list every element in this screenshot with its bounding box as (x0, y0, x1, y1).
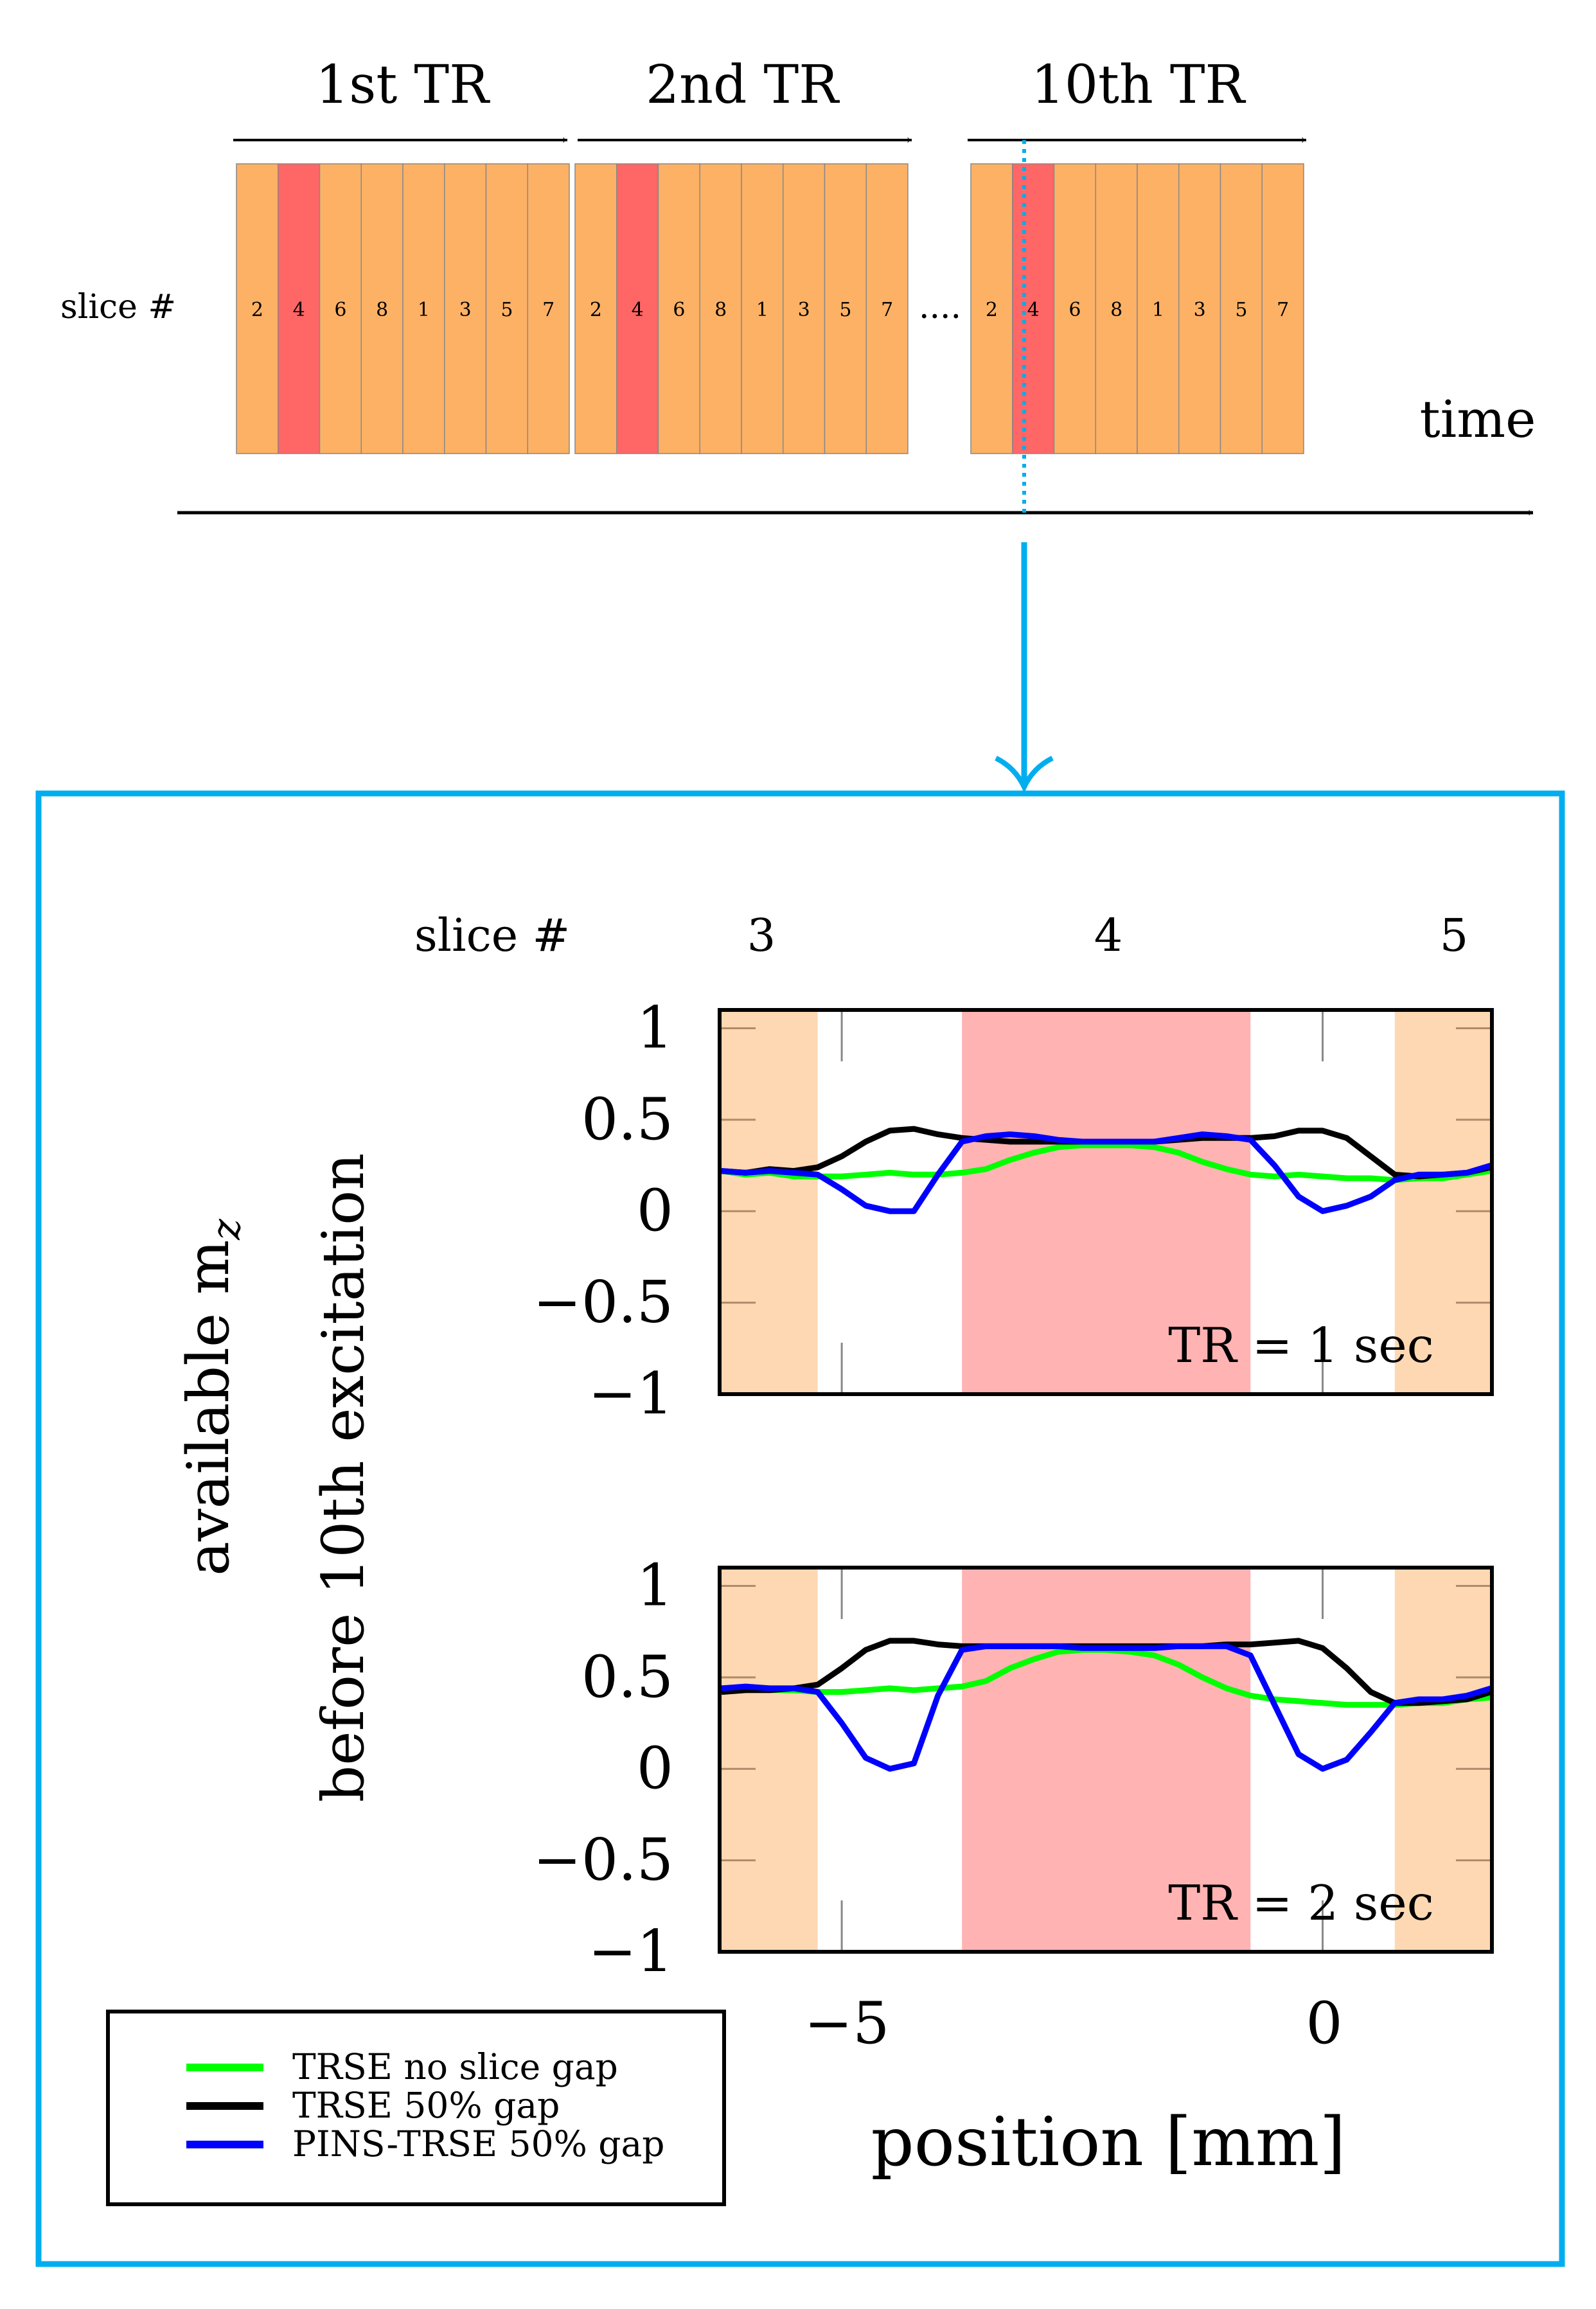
zoom-connector-arrowhead (995, 756, 1054, 793)
plot-tr-2: 1 0.5 0 −0.5 −1 TR = 2 sec (533, 1552, 1494, 1985)
slice-cell-number: 8 (1110, 299, 1122, 321)
y-tick-label: 1 (637, 994, 673, 1061)
y-tick-label: 1 (637, 1552, 673, 1619)
slice-band-3 (720, 1010, 818, 1394)
y-tick-label: −0.5 (533, 1827, 673, 1894)
slice-cell (616, 163, 659, 454)
slice-band-5 (1394, 1568, 1492, 1952)
slice-cell-number: 2 (590, 299, 602, 321)
slice-header-4: 4 (1094, 909, 1123, 962)
slice-header-3: 3 (747, 909, 776, 962)
plot-frame (718, 1566, 1494, 1954)
slice-cell (319, 163, 362, 454)
slice-cell (1219, 163, 1263, 454)
plot-tr-1: 1 0.5 0 −0.5 −1 TR = 1 sec (533, 994, 1494, 1428)
slice-cell-number: 5 (839, 299, 851, 321)
ellipsis: .... (919, 288, 961, 326)
slice-cell-number: 2 (986, 299, 998, 321)
y-tick-label: 0.5 (581, 1086, 673, 1153)
slice-cell (485, 163, 528, 454)
legend-label: TRSE no slice gap (292, 2046, 618, 2087)
slice-cell-number: 5 (501, 299, 513, 321)
slice-cell (1095, 163, 1138, 454)
slice-cell (657, 163, 700, 454)
slice-cell (699, 163, 742, 454)
tr-label-1: 1st TR (315, 55, 490, 116)
slice-cell-number: 7 (881, 299, 893, 321)
y-tick-label: −1 (588, 1360, 673, 1428)
slice-cell (970, 163, 1013, 454)
slice-cell (824, 163, 867, 454)
x-axis-label: position [mm] (871, 2103, 1346, 2181)
slice-cell-number: 6 (334, 299, 346, 321)
slice-header-5: 5 (1440, 909, 1469, 962)
series-line-blue (721, 1131, 1492, 1214)
zoom-box (35, 790, 1565, 2267)
slice-number-label: slice # (60, 288, 176, 326)
slice-cell-number: 7 (542, 299, 554, 321)
slice-cell (444, 163, 487, 454)
y-axis-label-line1: available mz (175, 1219, 249, 1576)
y-axis-label-line2: before 10th excitation (310, 1153, 377, 1803)
series-line-green (721, 1142, 1492, 1183)
slice-cell-number: 1 (756, 299, 768, 321)
y-tick-label: 0 (637, 1735, 673, 1802)
slice-cell-number: 4 (1027, 299, 1040, 321)
y-tick-label: −0.5 (533, 1269, 673, 1336)
y-tick-label: 0 (637, 1177, 673, 1244)
slice-cell-number: 1 (418, 299, 430, 321)
slice-cell-number: 2 (251, 299, 263, 321)
slice-cell (1012, 163, 1055, 454)
slice-cell-number: 8 (376, 299, 388, 321)
slice-band-4 (962, 1010, 1251, 1394)
x-tick-0: 0 (1306, 1990, 1342, 2057)
slice-cell (1053, 163, 1096, 454)
series-line-blue (721, 1643, 1492, 1772)
slice-cell-number: 7 (1277, 299, 1289, 321)
timeline: 1st TR 2nd TR 10th TR 2 4 6 8 1 3 5 7 2 4 6 8 1 3 5 7 2 4… (60, 55, 1536, 793)
slice-cell (865, 163, 909, 454)
slice-cell-number: 3 (1194, 299, 1206, 321)
plot-frame (718, 1008, 1494, 1396)
slice-cell (402, 163, 445, 454)
tr-annotation: TR = 1 sec (1168, 1317, 1433, 1374)
y-tick-label: −1 (588, 1918, 673, 1985)
time-label: time (1420, 389, 1536, 449)
slice-cell-number: 5 (1235, 299, 1247, 321)
slice-cell (741, 163, 784, 454)
slice-cell (360, 163, 403, 454)
slice-header: slice # 3 4 5 (414, 909, 1468, 962)
slice-cell (278, 163, 321, 454)
slice-cell-number: 4 (293, 299, 305, 321)
slice-cell (1261, 163, 1304, 454)
slice-cell-number: 4 (632, 299, 644, 321)
slice-band-3 (720, 1568, 818, 1952)
slice-cell (783, 163, 826, 454)
legend-label: PINS-TRSE 50% gap (292, 2123, 665, 2164)
slice-cell (1137, 163, 1180, 454)
tr-label-2: 2nd TR (646, 55, 840, 116)
legend-label: TRSE 50% gap (292, 2085, 560, 2126)
slice-cell-number: 6 (1068, 299, 1081, 321)
slice-cell (1178, 163, 1221, 454)
y-tick-label: 0.5 (581, 1643, 673, 1711)
slice-cell (527, 163, 570, 454)
slice-cell-number: 1 (1152, 299, 1164, 321)
slice-cell (574, 163, 617, 454)
y-axis-label: available mz before 10th excitation (175, 1153, 377, 1803)
tr-annotation: TR = 2 sec (1168, 1875, 1433, 1931)
slice-band-5 (1394, 1010, 1492, 1394)
slice-header-label: slice # (414, 909, 570, 962)
slice-cell-number: 3 (459, 299, 472, 321)
slice-band-4 (962, 1568, 1251, 1952)
tr-label-10: 10th TR (1031, 55, 1246, 116)
slice-cell-number: 8 (714, 299, 727, 321)
slice-cell (236, 163, 279, 454)
slice-cell-number: 6 (673, 299, 685, 321)
x-tick-minus5: −5 (804, 1990, 890, 2057)
slice-cell-number: 3 (798, 299, 810, 321)
